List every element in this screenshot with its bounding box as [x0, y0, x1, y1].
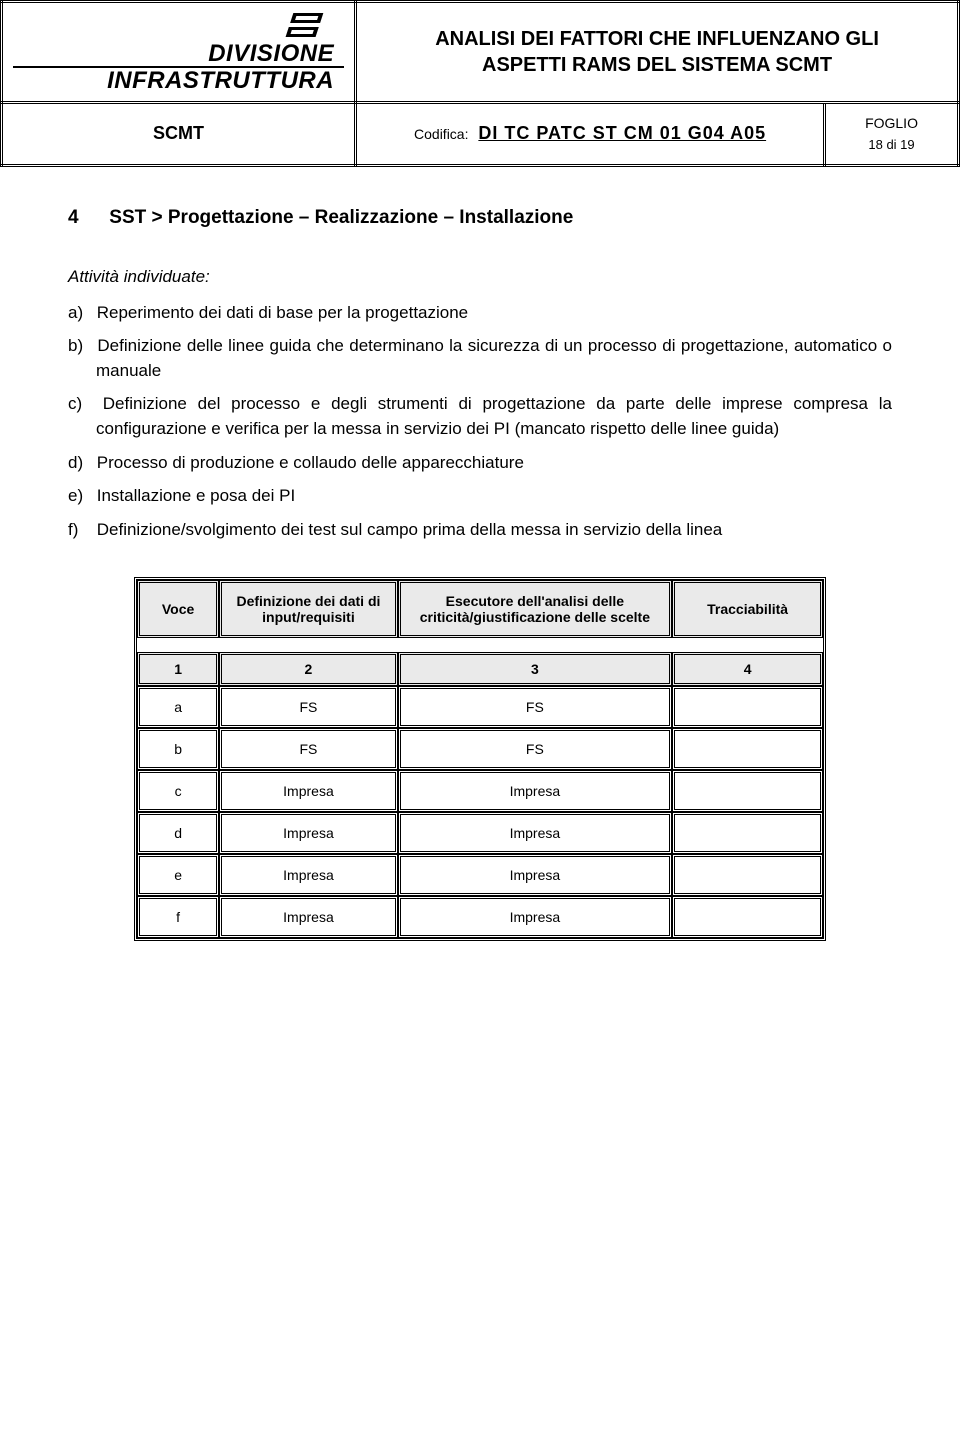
table-number-row: 1 2 3 4 [137, 652, 823, 686]
table-row: c Impresa Impresa [137, 770, 823, 812]
col-header-definizione: Definizione dei dati di input/requisiti [219, 580, 397, 638]
cell-voce: d [137, 812, 219, 854]
list-item: b) Definizione delle linee guida che det… [68, 334, 892, 383]
codice-label: Codifica: [414, 126, 468, 142]
table-row: e Impresa Impresa [137, 854, 823, 896]
page-content: 4 SST > Progettazione – Realizzazione – … [0, 167, 960, 971]
item-letter: b) [68, 334, 92, 359]
cell-trac [672, 686, 823, 728]
doc-title-l2: ASPETTI RAMS DEL SISTEMA SCMT [482, 54, 832, 76]
list-item: c) Definizione del processo e degli stru… [68, 392, 892, 441]
codice-value: DI TC PATC ST CM 01 G04 A05 [478, 123, 766, 143]
colnum-1: 1 [137, 652, 219, 686]
codice-cell: Codifica: DI TC PATC ST CM 01 G04 A05 [356, 103, 825, 165]
doc-title: ANALISI DEI FATTORI CHE INFLUENZANO GLI … [356, 2, 959, 103]
item-letter: e) [68, 484, 92, 509]
fs-logo-icon [13, 11, 344, 41]
cell-voce: a [137, 686, 219, 728]
cell-trac [672, 812, 823, 854]
document-header: DIVISIONE INFRASTRUTTURA ANALISI DEI FAT… [0, 0, 960, 167]
colnum-2: 2 [219, 652, 397, 686]
item-letter: f) [68, 518, 92, 543]
list-item: d) Processo di produzione e collaudo del… [68, 451, 892, 476]
cell-voce: b [137, 728, 219, 770]
logo-text-line2: INFRASTRUTTURA [13, 68, 344, 93]
item-text: Reperimento dei dati di base per la prog… [97, 303, 468, 322]
section-heading: 4 SST > Progettazione – Realizzazione – … [68, 207, 892, 229]
foglio-value: 18 di 19 [836, 135, 947, 156]
foglio-label: FOGLIO [836, 112, 947, 134]
cell-esec: Impresa [398, 854, 672, 896]
cell-esec: FS [398, 686, 672, 728]
cell-def: FS [219, 686, 397, 728]
table-row: f Impresa Impresa [137, 896, 823, 938]
doc-title-l1: ANALISI DEI FATTORI CHE INFLUENZANO GLI [435, 28, 879, 50]
scmt-label: SCMT [2, 103, 356, 165]
table-row: b FS FS [137, 728, 823, 770]
item-letter: d) [68, 451, 92, 476]
item-text: Processo di produzione e collaudo delle … [97, 453, 524, 472]
cell-trac [672, 770, 823, 812]
cell-esec: Impresa [398, 812, 672, 854]
cell-voce: c [137, 770, 219, 812]
cell-def: Impresa [219, 896, 397, 938]
colnum-3: 3 [398, 652, 672, 686]
cell-def: Impresa [219, 812, 397, 854]
item-text: Definizione del processo e degli strumen… [96, 394, 892, 438]
section-number: 4 [68, 207, 104, 229]
section-title: SST > Progettazione – Realizzazione – In… [109, 207, 573, 228]
item-letter: a) [68, 301, 92, 326]
cell-voce: f [137, 896, 219, 938]
item-text: Definizione delle linee guida che determ… [96, 336, 892, 380]
cell-def: FS [219, 728, 397, 770]
col-header-tracciabilita: Tracciabilità [672, 580, 823, 638]
table-row: a FS FS [137, 686, 823, 728]
item-text: Definizione/svolgimento dei test sul cam… [97, 520, 723, 539]
criteria-table: Voce Definizione dei dati di input/requi… [134, 577, 826, 941]
list-item: e) Installazione e posa dei PI [68, 484, 892, 509]
item-letter: c) [68, 392, 92, 417]
table-header-row: Voce Definizione dei dati di input/requi… [137, 580, 823, 638]
cell-trac [672, 854, 823, 896]
attivita-label: Attività individuate: [68, 267, 892, 287]
logo-text-line1: DIVISIONE [13, 41, 344, 68]
cell-def: Impresa [219, 854, 397, 896]
logo-cell: DIVISIONE INFRASTRUTTURA [2, 2, 356, 103]
col-header-esecutore: Esecutore dell'analisi delle criticità/g… [398, 580, 672, 638]
list-item: f) Definizione/svolgimento dei test sul … [68, 518, 892, 543]
cell-esec: Impresa [398, 896, 672, 938]
activity-list: a) Reperimento dei dati di base per la p… [68, 301, 892, 543]
foglio-cell: FOGLIO 18 di 19 [825, 103, 959, 165]
cell-voce: e [137, 854, 219, 896]
cell-esec: Impresa [398, 770, 672, 812]
cell-trac [672, 896, 823, 938]
cell-trac [672, 728, 823, 770]
item-text: Installazione e posa dei PI [97, 486, 295, 505]
list-item: a) Reperimento dei dati di base per la p… [68, 301, 892, 326]
table-row: d Impresa Impresa [137, 812, 823, 854]
cell-esec: FS [398, 728, 672, 770]
col-header-voce: Voce [137, 580, 219, 638]
colnum-4: 4 [672, 652, 823, 686]
cell-def: Impresa [219, 770, 397, 812]
